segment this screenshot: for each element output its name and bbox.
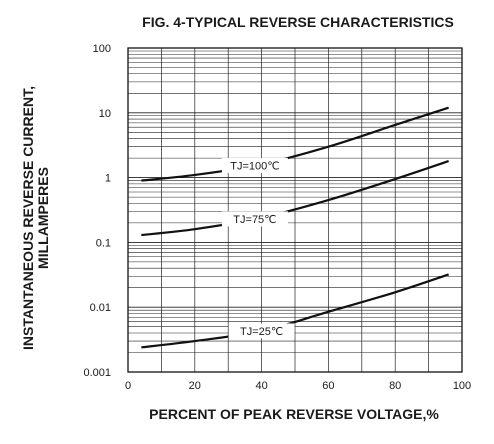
x-tick-label: 80 [389,380,401,392]
y-tick-label: 0.1 [96,237,111,249]
chart-title: FIG. 4-TYPICAL REVERSE CHARACTERISTICS [142,14,454,30]
y-axis-label-line2: MILLAMPERES [35,167,51,269]
y-tick-label: 10 [99,108,111,120]
plot-frame [127,47,463,373]
series-label-3: TJ=25℃ [240,326,283,338]
series-label-background [221,157,288,173]
series-line-3 [141,273,449,349]
y-tick-label: 0.01 [90,302,111,314]
tick-label-layer: 0 20 40 60 80 100 0.001 0.01 0.1 1 10 100 [83,43,471,392]
x-tick-label: 60 [322,380,334,392]
x-tick-label: 0 [125,380,131,392]
series-label-background [228,323,295,339]
series-line-2 [141,160,449,237]
y-axis-label-line1: INSTANTANEOUS REVERSE CURRENT, [20,86,36,350]
grid-layer [128,48,462,372]
y-tick-label: 0.001 [83,367,111,379]
series-layer: TJ=100℃ TJ=75℃ TJ=25℃ [141,106,449,349]
series-line-1 [141,106,449,182]
x-tick-label: 40 [255,380,267,392]
series-label-background [221,211,288,227]
y-tick-label: 100 [93,43,111,55]
series-label-1: TJ=100℃ [230,160,279,172]
x-tick-label: 20 [189,380,201,392]
x-axis-label: PERCENT OF PEAK REVERSE VOLTAGE,% [149,406,439,422]
series-label-2: TJ=75℃ [233,214,276,226]
x-tick-label: 100 [453,380,471,392]
y-tick-label: 1 [105,173,111,185]
